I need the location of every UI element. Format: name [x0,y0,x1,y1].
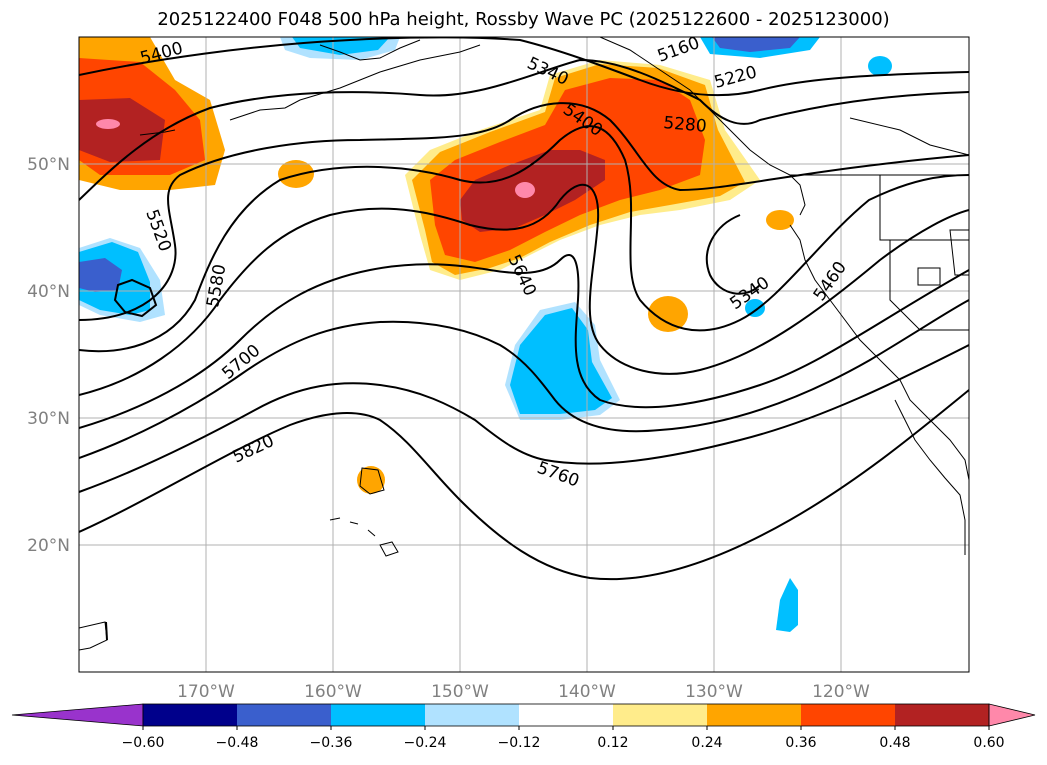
colorbar: −0.60 −0.48 −0.36 −0.24 −0.12 0.12 0.24 0.36 0.4… [11,703,1036,751]
colorbar-frame [142,703,990,727]
lon-label: 160°W [304,682,362,702]
lon-label: 140°W [558,682,616,702]
colorbar-tick-label: −0.24 [404,735,447,751]
lon-axis-labels: 170°W 160°W 150°W 140°W 130°W 120°W [177,682,870,702]
map-frame [78,36,970,673]
colorbar-tick-label: 0.48 [879,735,910,751]
lon-label: 150°W [431,682,489,702]
lon-label: 130°W [685,682,743,702]
colorbar-swatch [801,704,895,726]
colorbar-tick-label: 0.60 [973,735,1004,751]
colorbar-tick-label: 0.24 [691,735,722,751]
lat-label: 40°N [27,282,70,302]
positive-anomaly-shading [79,37,794,494]
lon-label: 170°W [177,682,235,702]
colorbar-tick-label: −0.60 [122,735,165,751]
colorbar-swatch [613,704,707,726]
lon-label: 120°W [812,682,870,702]
colorbar-tick-label: −0.12 [498,735,541,751]
colorbar-tick-label: −0.36 [310,735,353,751]
colorbar-swatch [707,704,801,726]
colorbar-swatch [519,704,613,726]
colorbar-swatch [143,704,237,726]
colorbar-tick-label: 0.36 [785,735,816,751]
lat-label: 50°N [27,155,70,175]
colorbar-extend-low [11,703,144,727]
colorbar-swatch [425,704,519,726]
colorbar-swatch [895,704,989,726]
lat-label: 30°N [27,409,70,429]
coastlines [79,37,969,651]
contour-label: 5280 [663,113,708,137]
lat-label: 20°N [27,536,70,556]
colorbar-tick-label: 0.12 [597,735,628,751]
map-title: 2025122400 F048 500 hPa height, Rossby W… [157,9,890,30]
lat-axis-labels: 50°N 40°N 30°N 20°N [27,155,70,556]
map-gridlines [79,37,969,672]
colorbar-swatch [331,704,425,726]
map-panel: 5400 5340 5160 5220 5400 5280 5520 5580 … [79,37,969,672]
height-contours [79,37,969,641]
colorbar-swatch [237,704,331,726]
colorbar-extend-high [988,703,1036,727]
colorbar-tick-label: −0.48 [216,735,259,751]
